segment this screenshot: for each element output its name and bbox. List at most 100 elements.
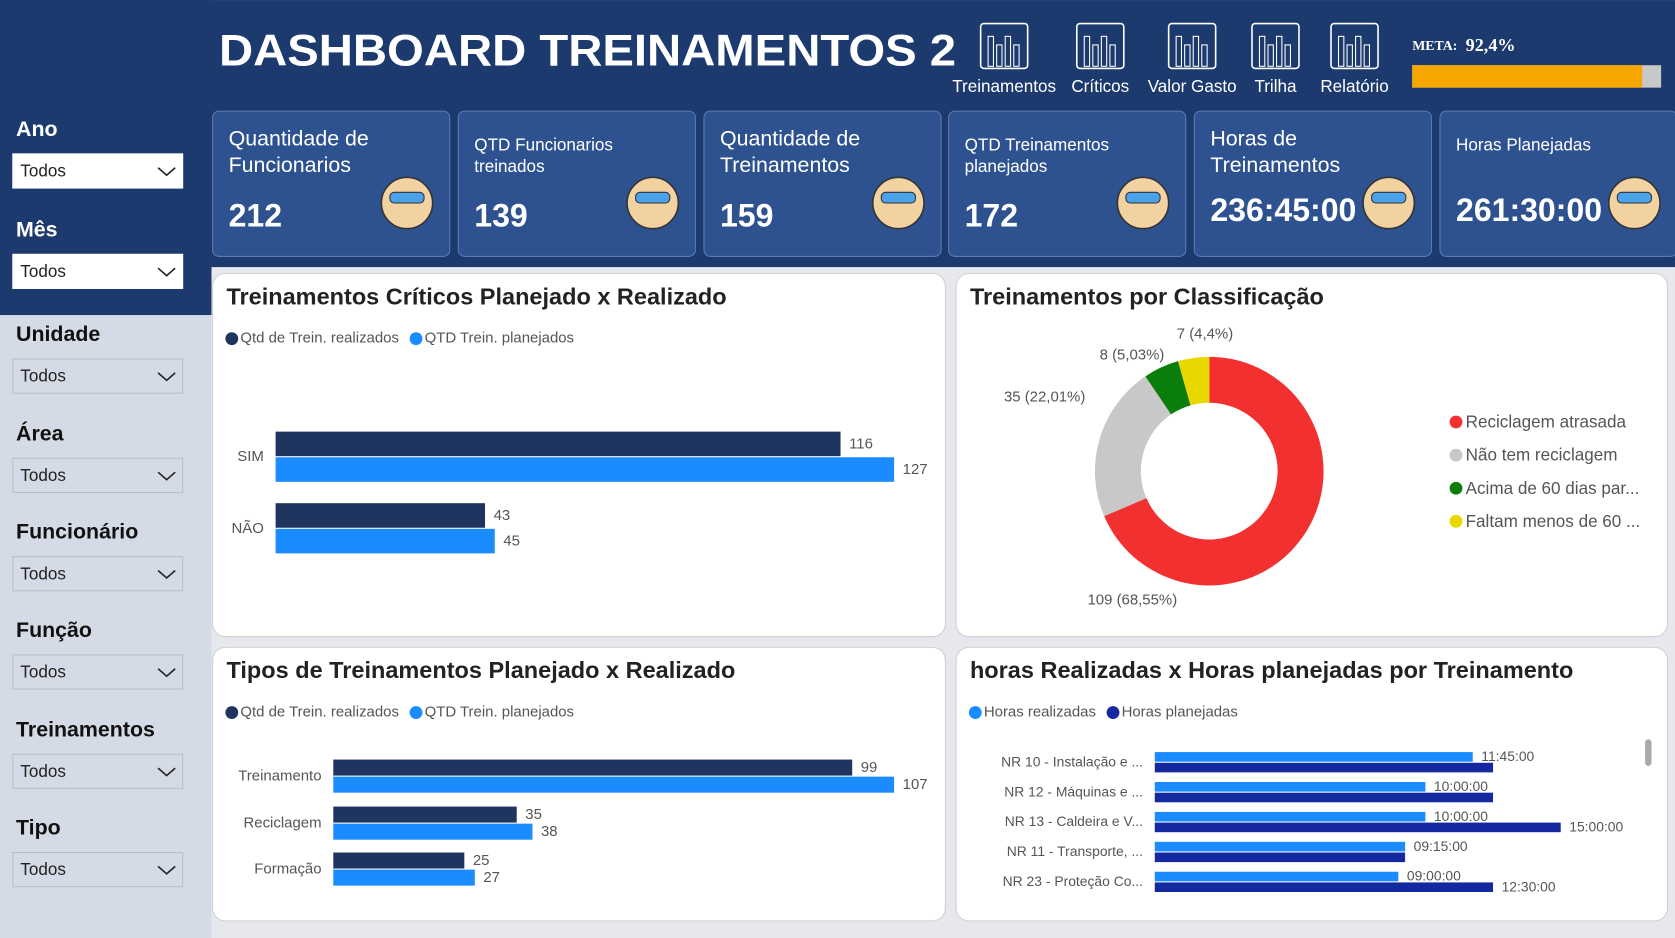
scrollbar[interactable] (1645, 739, 1652, 766)
bar (333, 823, 533, 840)
data-label: 107 (903, 776, 928, 793)
nav-label: Trilha (1254, 77, 1297, 96)
filter-label: Funcionário (16, 520, 138, 544)
nav-button[interactable]: Críticos (1071, 22, 1129, 97)
data-label: 99 (861, 759, 878, 776)
kpi-value: 236:45:00 (1210, 192, 1356, 228)
nav-button[interactable]: Relatório (1320, 22, 1389, 97)
nav-label: Treinamentos (952, 77, 1056, 96)
nav-button[interactable]: Treinamentos (952, 22, 1056, 97)
kpi-label-box: QTD Funcionarios treinados (474, 136, 613, 177)
bar (333, 776, 895, 793)
bar (275, 503, 486, 528)
nav-icon-bar (1267, 44, 1274, 67)
kpi-label: Quantidade de Funcionarios (228, 127, 369, 178)
kpi-icon-detail (389, 191, 425, 204)
chevron (157, 569, 176, 580)
filter-dropdown[interactable]: Todos (12, 253, 184, 290)
dashboard-title: DASHBOARD TREINAMENTOS 2 (219, 24, 956, 75)
dropdown-box (12, 556, 184, 592)
kpi-label: Horas de Treinamentos (1210, 127, 1341, 178)
dropdown-box (12, 253, 184, 290)
data-label: 27 (483, 869, 500, 886)
kpi-icon-detail (635, 191, 671, 204)
data-label: 09:00:00 (1407, 868, 1461, 884)
dropdown-box (12, 851, 184, 888)
nav-icon (979, 22, 1029, 70)
category-label: NR 11 - Transporte, ... (1007, 843, 1143, 859)
data-label: 25 (473, 852, 490, 869)
legend-marker (409, 706, 423, 719)
kpi-label-box: Horas de Treinamentos (1210, 127, 1341, 178)
data-label: 7 (4,4%) (1177, 325, 1233, 342)
filter-dropdown[interactable]: Todos (12, 851, 184, 888)
chevron (157, 372, 176, 382)
nav-label: Relatório (1320, 77, 1388, 96)
bar (1154, 781, 1426, 792)
nav-button[interactable]: Trilha (1251, 22, 1300, 97)
nav-icon (1075, 22, 1125, 70)
filter-dropdown[interactable]: Todos (12, 753, 184, 789)
nav-icon-bar (1109, 44, 1116, 67)
legend-label: Faltam menos de 60 ... (1466, 512, 1641, 531)
legend-marker (1106, 706, 1120, 719)
dropdown-box (12, 654, 184, 690)
data-label: 12:30:00 (1502, 878, 1556, 894)
kpi-label-box: Quantidade de Treinamentos (719, 127, 861, 178)
donut-slice (1104, 356, 1324, 586)
nav-icon (1167, 22, 1217, 70)
nav-icon-bar (1276, 35, 1283, 67)
dropdown-box (12, 153, 184, 189)
kpi-label: QTD Treinamentos planejados (964, 136, 1109, 177)
nav-icon-bar (1355, 35, 1362, 67)
legend-marker (1449, 415, 1463, 429)
kpi-value: 139 (474, 197, 527, 233)
filter-label: Unidade (16, 322, 100, 346)
legend-marker (1449, 514, 1463, 528)
filter-dropdown[interactable]: Todos (12, 358, 184, 394)
kpi-value: 261:30:00 (1456, 192, 1602, 228)
nav-icon-bar (1258, 35, 1266, 67)
kpi-label-box: QTD Treinamentos planejados (964, 136, 1109, 177)
bar (1154, 792, 1494, 803)
data-label: 35 (22,01%) (1004, 388, 1085, 405)
category-label: Formação (254, 861, 321, 878)
filter-dropdown[interactable]: Todos (12, 556, 184, 592)
legend-label: Acima de 60 dias par... (1466, 479, 1640, 498)
nav-button[interactable]: Valor Gasto (1148, 22, 1237, 97)
chart-title: horas Realizadas x Horas planejadas por … (970, 657, 1573, 683)
bar (1154, 841, 1406, 852)
bar (333, 852, 465, 869)
legend-label: Qtd de Trein. realizados (240, 330, 399, 347)
bar (1154, 811, 1426, 822)
nav-icon-bar (1083, 35, 1091, 67)
kpi-label: Quantidade de Treinamentos (719, 127, 861, 178)
nav-icon-bar (1337, 35, 1345, 67)
nav-icon-bar (1004, 35, 1012, 67)
bar (1154, 882, 1494, 893)
kpi-value: 159 (720, 197, 773, 233)
kpi-value: 172 (965, 197, 1018, 233)
filter-label: Área (16, 420, 65, 445)
nav-icon-bar (1346, 44, 1353, 67)
dropdown-box (12, 457, 184, 494)
category-label: NÃO (231, 520, 263, 537)
data-label: 10:00:00 (1434, 778, 1488, 794)
filter-dropdown[interactable]: Todos (12, 457, 184, 494)
kpi-label-box: Quantidade de Funcionarios (228, 127, 369, 178)
legend-marker (225, 706, 239, 719)
filter-dropdown[interactable]: Todos (12, 153, 184, 189)
bar (275, 431, 841, 457)
dropdown-value: Todos (20, 663, 66, 682)
filter-dropdown[interactable]: Todos (12, 654, 184, 690)
meta-label: META: (1412, 39, 1457, 54)
meta-fill (1412, 65, 1643, 88)
bar (1154, 871, 1399, 882)
kpi-label: QTD Funcionarios treinados (474, 136, 613, 177)
bar (333, 806, 517, 823)
filter-label: Ano (16, 117, 58, 141)
nav-icon-bar (1100, 35, 1108, 67)
legend-label: Horas realizadas (984, 704, 1096, 721)
legend-marker (409, 332, 423, 346)
